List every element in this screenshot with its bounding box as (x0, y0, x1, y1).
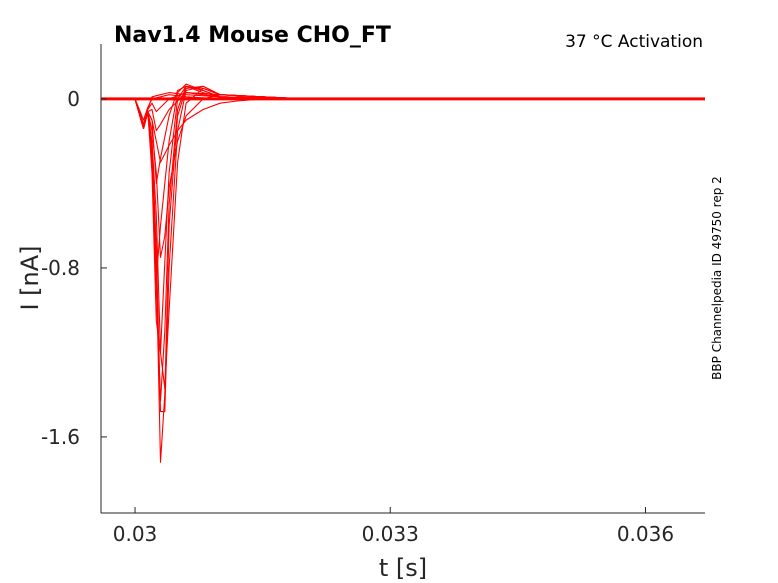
side-label: BBP Channelpedia ID 49750 rep 2 (710, 176, 724, 380)
x-tick-label: 0.036 (617, 522, 674, 546)
y-axis-label: I [nA] (16, 245, 44, 310)
x-ticks: 0.03 0.033 0.036 (113, 507, 674, 546)
current-trace-7 (101, 85, 705, 353)
x-tick-label: 0.03 (113, 522, 158, 546)
current-trace-6 (101, 83, 705, 280)
y-ticks: 0 -0.8 -1.6 (41, 87, 107, 449)
current-trace-13 (101, 98, 705, 163)
y-tick-label: 0 (67, 87, 80, 111)
current-trace-12 (101, 94, 705, 258)
chart-title: Nav1.4 Mouse CHO_FT (114, 23, 391, 48)
current-trace-5 (101, 85, 705, 184)
condition-label: 37 °C Activation (565, 32, 703, 52)
current-trace-8 (101, 85, 705, 402)
plot-area (101, 83, 705, 463)
y-tick-label: -1.6 (41, 425, 80, 449)
current-trace-9 (101, 85, 705, 463)
current-trace-1 (101, 94, 705, 121)
current-trace-10 (101, 85, 705, 413)
x-axis-label: t [s] (379, 554, 427, 582)
current-trace-11 (101, 87, 705, 389)
x-tick-label: 0.033 (362, 522, 419, 546)
y-tick-label: -0.8 (41, 256, 80, 280)
